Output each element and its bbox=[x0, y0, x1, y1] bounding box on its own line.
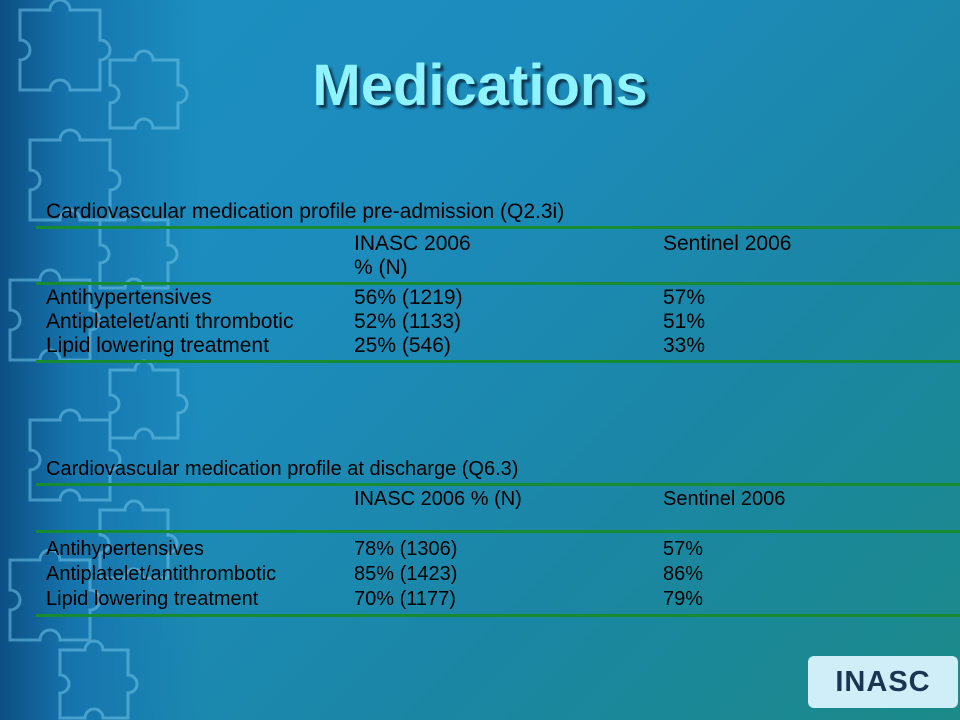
row-value: 70% (1177) bbox=[354, 588, 456, 610]
table-caption: Cardiovascular medication profile pre-ad… bbox=[46, 200, 565, 223]
row-label: Lipid lowering treatment bbox=[46, 334, 269, 357]
table-rule bbox=[36, 530, 960, 533]
row-value: 57% bbox=[663, 538, 704, 560]
table-rule bbox=[36, 282, 960, 285]
row-value: 25% (546) bbox=[354, 334, 451, 357]
slide-title: Medications bbox=[312, 53, 648, 118]
column-header: Sentinel 2006 bbox=[663, 232, 792, 255]
row-value: 78% (1306) bbox=[354, 538, 458, 560]
table-rule bbox=[36, 614, 960, 617]
row-value: 56% (1219) bbox=[354, 286, 463, 309]
column-header: INASC 2006 % (N) bbox=[354, 488, 522, 510]
row-label: Antihypertensives bbox=[46, 286, 212, 309]
table-caption: Cardiovascular medication profile at dis… bbox=[46, 458, 519, 480]
row-value: 85% (1423) bbox=[354, 563, 458, 585]
table-rule bbox=[36, 360, 960, 363]
inasc-logo: INASC bbox=[808, 656, 958, 708]
row-label: Antiplatelet/antithrombotic bbox=[46, 563, 277, 585]
column-header: % (N) bbox=[354, 256, 408, 279]
row-value: 52% (1133) bbox=[354, 310, 462, 333]
row-value: 33% bbox=[663, 334, 706, 357]
puzzle-pieces-icon bbox=[8, 0, 189, 720]
row-label: Antihypertensives bbox=[46, 538, 204, 560]
row-value: 86% bbox=[663, 563, 704, 585]
row-value: 79% bbox=[663, 588, 704, 610]
row-value: 51% bbox=[663, 310, 706, 333]
row-label: Lipid lowering treatment bbox=[46, 588, 259, 610]
table-rule bbox=[36, 226, 960, 229]
column-header: Sentinel 2006 bbox=[663, 488, 786, 510]
row-label: Antiplatelet/anti thrombotic bbox=[46, 310, 294, 333]
table-rule bbox=[36, 483, 960, 486]
column-header: INASC 2006 bbox=[354, 232, 471, 255]
row-value: 57% bbox=[663, 286, 706, 309]
